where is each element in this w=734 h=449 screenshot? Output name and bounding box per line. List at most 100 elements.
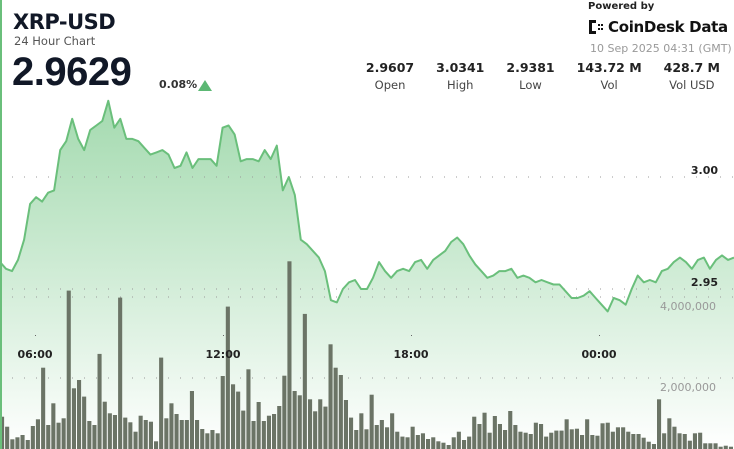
time-tick-label: 18:00 xyxy=(393,348,428,361)
volume-bar xyxy=(549,432,554,449)
volume-bar xyxy=(5,426,10,449)
volume-bar xyxy=(385,427,390,449)
volume-bar xyxy=(410,426,415,449)
time-tick-label: 12:00 xyxy=(205,348,240,361)
volume-bar xyxy=(56,422,61,449)
volume-bar xyxy=(164,418,169,449)
volume-bar xyxy=(503,430,508,449)
volume-bar xyxy=(41,367,46,449)
volume-bar xyxy=(462,440,467,449)
volume-bar xyxy=(590,435,595,449)
volume-bar xyxy=(426,439,431,449)
volume-bar xyxy=(395,431,400,449)
volume-bar xyxy=(184,420,189,449)
up-arrow-icon xyxy=(198,80,212,91)
volume-bar xyxy=(564,419,569,449)
volume-bar xyxy=(682,434,687,449)
volume-bar xyxy=(297,395,302,449)
volume-bar xyxy=(292,391,297,449)
volume-bar xyxy=(313,411,318,449)
volume-bar xyxy=(154,441,159,449)
volume-bar xyxy=(374,425,379,449)
volume-bar xyxy=(662,433,667,449)
stat-open: 2.9607 Open xyxy=(365,60,415,92)
volume-bar xyxy=(467,436,472,449)
volume-bar xyxy=(513,425,518,449)
volume-bar xyxy=(390,413,395,449)
volume-bar xyxy=(277,406,282,449)
volume-bar xyxy=(559,430,564,449)
volume-bar xyxy=(405,437,410,449)
volume-bar xyxy=(379,420,384,449)
volume-bar xyxy=(30,426,35,449)
volume-bar xyxy=(200,429,205,449)
volume-bar xyxy=(272,414,277,449)
volume-tick-label: 4,000,000 xyxy=(660,300,716,313)
volume-bar xyxy=(687,440,692,449)
volume-bar xyxy=(328,344,333,449)
volume-bar xyxy=(626,431,631,449)
volume-bar xyxy=(256,402,261,449)
volume-bar xyxy=(241,410,246,449)
volume-bar xyxy=(718,446,723,449)
volume-bar xyxy=(672,426,677,449)
volume-bar xyxy=(420,433,425,449)
volume-bar xyxy=(698,432,703,449)
volume-bar xyxy=(92,425,97,449)
current-price: 2.9629 xyxy=(12,50,132,94)
volume-bar xyxy=(631,434,636,449)
volume-bar xyxy=(723,445,728,449)
time-tick-label: 00:00 xyxy=(581,348,616,361)
volume-bar xyxy=(195,420,200,449)
coindesk-logo: CoinDesk Data xyxy=(588,18,728,36)
volume-bar xyxy=(169,403,174,449)
volume-bar xyxy=(236,391,241,449)
volume-bar xyxy=(123,417,128,449)
chart-subtitle: 24 Hour Chart xyxy=(14,34,96,48)
stat-low: 2.9381 Low xyxy=(506,60,555,92)
volume-bar xyxy=(148,421,153,449)
volume-bar xyxy=(508,411,513,449)
volume-bar xyxy=(10,439,15,449)
volume-bar xyxy=(497,424,502,449)
time-tick-mark xyxy=(599,335,600,336)
price-area xyxy=(0,100,734,449)
volume-bar xyxy=(159,357,164,449)
powered-by-label: Powered by xyxy=(588,1,655,12)
volume-bar xyxy=(692,433,697,449)
volume-bar xyxy=(539,424,544,449)
volume-bar xyxy=(205,433,210,449)
volume-bar xyxy=(25,440,30,449)
time-tick-label: 06:00 xyxy=(17,348,52,361)
volume-bar xyxy=(646,441,651,449)
volume-bar xyxy=(580,435,585,449)
volume-bar xyxy=(231,384,236,449)
volume-bar xyxy=(215,433,220,449)
volume-bar xyxy=(677,433,682,449)
stat-high: 3.0341 High xyxy=(436,60,485,92)
volume-bar xyxy=(472,416,477,449)
volume-bar xyxy=(446,445,451,449)
volume-bar xyxy=(71,388,76,449)
volume-bar xyxy=(621,427,626,449)
volume-bar xyxy=(138,415,143,449)
volume-bar xyxy=(713,443,718,449)
volume-bar xyxy=(220,376,225,449)
volume-bar xyxy=(51,403,56,449)
volume-bar xyxy=(35,419,40,449)
volume-bar xyxy=(46,425,51,449)
volume-bar xyxy=(15,437,20,449)
coindesk-logo-icon xyxy=(589,20,603,34)
volume-bar xyxy=(266,415,271,449)
volume-bar xyxy=(282,375,287,449)
volume-bar xyxy=(600,423,605,449)
chart-left-border xyxy=(0,0,2,449)
volume-bar xyxy=(189,391,194,449)
volume-bar xyxy=(107,413,112,449)
volume-bar xyxy=(323,406,328,449)
volume-bar xyxy=(615,427,620,449)
symbol-title: XRP-USD xyxy=(13,10,116,34)
volume-bar xyxy=(605,422,610,449)
volume-bar xyxy=(523,432,528,449)
volume-bar xyxy=(112,415,117,449)
